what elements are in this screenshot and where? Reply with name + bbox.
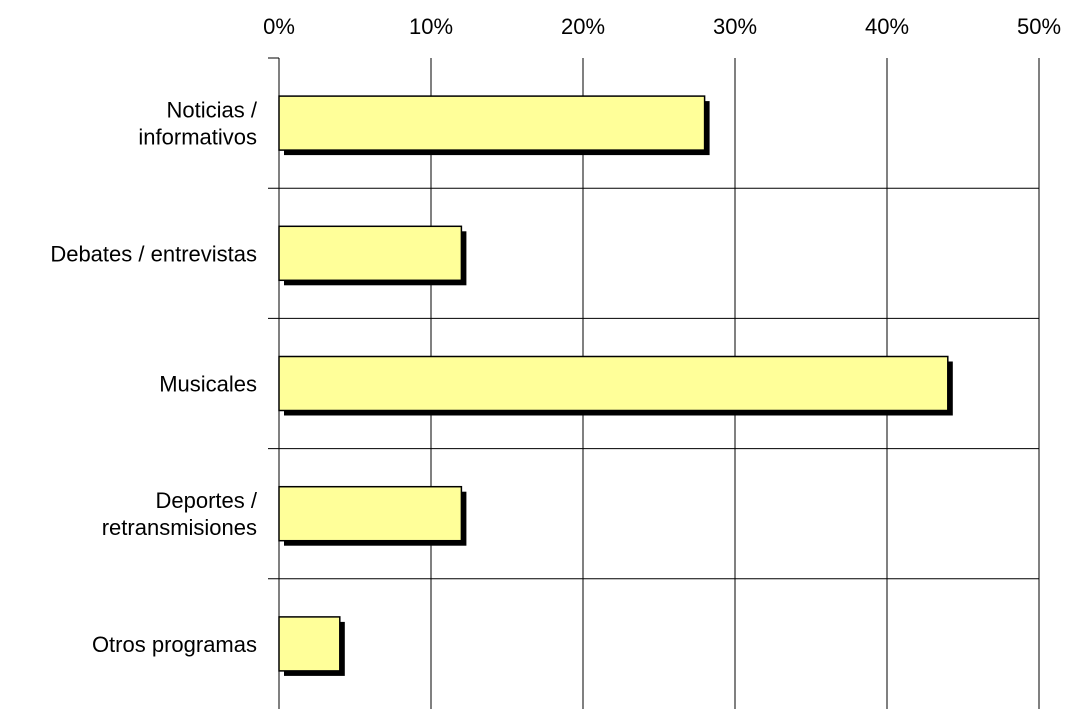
category-label: Deportes /: [156, 488, 258, 513]
bar: [278, 355, 949, 412]
category-labels: Noticias /informativos Debates / entrevis…: [50, 98, 258, 657]
category-label: Otros programas: [92, 632, 257, 657]
bar: [278, 95, 706, 151]
x-tick-label: 30%: [713, 14, 757, 39]
x-tick-label: 40%: [865, 14, 909, 39]
x-axis-ticks: 0% 10% 20% 30% 40% 50%: [263, 14, 1061, 39]
x-tick-label: 20%: [561, 14, 605, 39]
bar: [278, 485, 463, 542]
x-tick-label: 0%: [263, 14, 295, 39]
x-tick-label: 50%: [1017, 14, 1061, 39]
category-label: retransmisiones: [102, 515, 257, 540]
bar: [278, 225, 463, 282]
x-tick-label: 10%: [409, 14, 453, 39]
bars: [278, 95, 953, 676]
bar: [278, 616, 341, 672]
category-label: Noticias /: [167, 98, 258, 123]
category-label: Debates / entrevistas: [50, 241, 257, 266]
category-label: informativos: [138, 125, 257, 150]
category-label: Musicales: [159, 372, 257, 397]
